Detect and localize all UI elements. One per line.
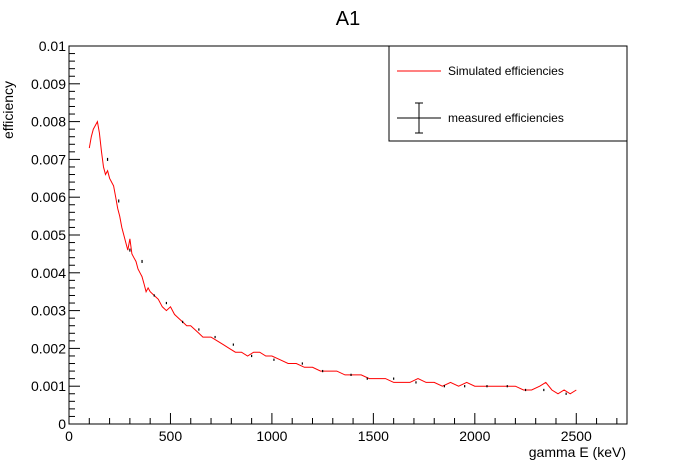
- y-tick-label: 0: [58, 416, 66, 432]
- x-tick-label: 500: [159, 428, 183, 444]
- y-tick-label: 0.007: [31, 151, 66, 167]
- y-tick-label: 0.01: [39, 38, 66, 54]
- x-tick-label: 2000: [459, 428, 490, 444]
- y-axis-label: efficiency: [0, 81, 16, 139]
- y-tick-label: 0.008: [31, 114, 66, 130]
- series-layer: [88, 120, 577, 395]
- legend-measured-label: measured efficiencies: [448, 111, 564, 125]
- x-axis-ticks: 0 500 1000 1500 2000 2500: [65, 413, 618, 444]
- y-axis-ticks: 0 0.001 0.002 0.003 0.004 0.005 0.006 0.007 0.00…: [31, 38, 80, 432]
- y-tick-label: 0.003: [31, 303, 66, 319]
- legend-simulated-label: Simulated efficiencies: [448, 64, 564, 78]
- legend-box: [388, 45, 628, 142]
- y-tick-label: 0.001: [31, 378, 66, 394]
- simulated-efficiency-line: [88, 120, 577, 395]
- y-tick-label: 0.004: [31, 265, 66, 281]
- x-tick-label: 0: [65, 428, 73, 444]
- chart-title: A1: [336, 8, 360, 30]
- y-tick-label: 0.006: [31, 189, 66, 205]
- y-tick-label: 0.002: [31, 340, 66, 356]
- legend: Simulated efficiencies measured efficien…: [388, 45, 628, 142]
- y-tick-label: 0.009: [31, 76, 66, 92]
- y-tick-label: 0.005: [31, 227, 66, 243]
- x-tick-label: 2500: [561, 428, 592, 444]
- x-axis-label: gamma E (keV): [529, 444, 626, 460]
- x-tick-label: 1500: [358, 428, 389, 444]
- x-tick-label: 1000: [256, 428, 287, 444]
